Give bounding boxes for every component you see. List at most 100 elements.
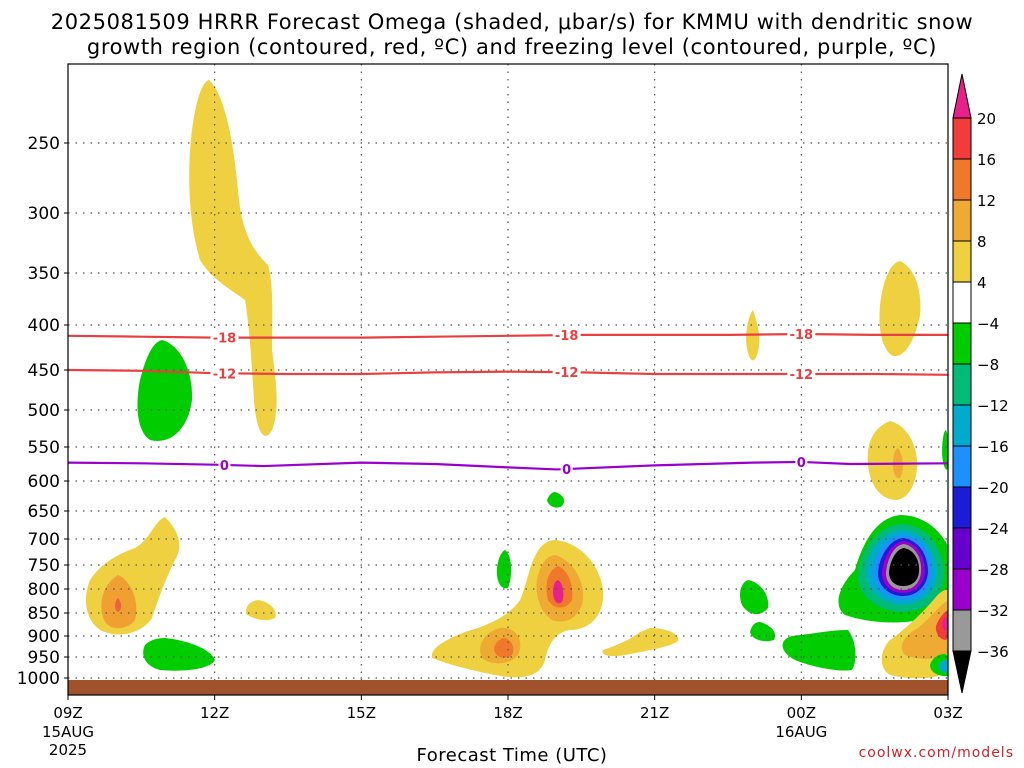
omega-cell-green-low-left bbox=[143, 638, 215, 671]
y-tick-label: 750 bbox=[28, 556, 60, 576]
y-tick-label: 900 bbox=[28, 627, 60, 647]
colorbar-label: −8 bbox=[977, 356, 999, 374]
omega-cell-green-23z-a bbox=[740, 580, 769, 615]
contour-line-0 bbox=[68, 460, 948, 471]
omega-shading-layer bbox=[85, 80, 948, 679]
y-tick-label: 500 bbox=[28, 401, 60, 421]
contour-label: -12 bbox=[213, 367, 237, 382]
contour-label-bg bbox=[795, 453, 808, 469]
contour-label: 0 bbox=[797, 456, 806, 471]
omega-cell-teal-03z-low bbox=[938, 660, 948, 673]
contour-label: 0 bbox=[220, 459, 229, 474]
x-tick-label: 21Z bbox=[640, 704, 669, 722]
contour-label-bg bbox=[218, 456, 231, 472]
contour-label: -18 bbox=[555, 329, 579, 344]
colorbar-label: 16 bbox=[977, 151, 996, 169]
colorbar-label: 4 bbox=[977, 274, 987, 292]
colorbar-band bbox=[952, 240, 972, 283]
y-tick-label: 300 bbox=[28, 204, 60, 224]
omega-cell-green-23z-b bbox=[750, 622, 776, 642]
y-tick-label: 650 bbox=[28, 502, 60, 522]
contour-label-bg bbox=[787, 326, 816, 341]
omega-cell-green-00z bbox=[782, 630, 856, 671]
y-tick-label: 800 bbox=[28, 580, 60, 600]
y-tick-label: 850 bbox=[28, 604, 60, 624]
y-tick-label: 400 bbox=[28, 316, 60, 336]
colorbar-band bbox=[952, 568, 972, 611]
x-tick-label: 15Z bbox=[347, 704, 376, 722]
colorbar: 20 16 12 8 4 −4 −8 −12 −16 −20 −24 −28 −32 −36 bbox=[952, 73, 1009, 694]
omega-blob-03z-orange bbox=[901, 600, 948, 659]
colorbar-label: −36 bbox=[977, 643, 1009, 661]
colorbar-label: −16 bbox=[977, 438, 1009, 456]
colorbar-band bbox=[952, 158, 972, 201]
colorbar-label: 8 bbox=[977, 233, 987, 251]
colorbar-label: 12 bbox=[977, 192, 996, 210]
colorbar-band bbox=[952, 322, 972, 365]
omega-cell-green-03z-mid bbox=[942, 430, 948, 470]
colorbar-band bbox=[952, 363, 972, 406]
x-tick-year: 2025 bbox=[49, 741, 87, 759]
contour-label-bg bbox=[560, 461, 573, 477]
contour-label: -12 bbox=[790, 368, 814, 383]
omega-blob-02z-upper bbox=[879, 261, 921, 357]
y-tick-label: 700 bbox=[28, 530, 60, 550]
chart-title-line1: 2025081509 HRRR Forecast Omega (shaded, … bbox=[50, 10, 974, 34]
omega-cell-green-18z-b bbox=[547, 492, 565, 508]
contour-layer: -18 -18 -18 -12 -12 -12 0 0 0 bbox=[68, 326, 948, 478]
x-tick-date: 16AUG bbox=[775, 723, 827, 741]
y-tick-label: 950 bbox=[28, 648, 60, 668]
x-tick-label: 18Z bbox=[493, 704, 522, 722]
contour-label-bg bbox=[787, 366, 816, 381]
contour-label-bg bbox=[552, 327, 581, 343]
x-tick-label: 00Z bbox=[787, 704, 816, 722]
colorbar-band bbox=[952, 281, 972, 324]
colorbar-label: 20 bbox=[977, 110, 996, 128]
omega-plume-upper bbox=[189, 80, 277, 436]
omega-blob-small-13z bbox=[245, 600, 276, 621]
colorbar-label: −32 bbox=[977, 602, 1009, 620]
omega-blob-02z-mid bbox=[867, 421, 918, 500]
x-tick-label: 12Z bbox=[200, 704, 229, 722]
x-tick-date: 15AUG bbox=[42, 723, 94, 741]
terrain-surface bbox=[68, 680, 948, 695]
contour-label-bg bbox=[210, 365, 239, 381]
colorbar-band bbox=[952, 609, 972, 652]
y-axis: 250 300 350 400 450 500 550 600 650 700 750 800 850 9… bbox=[17, 134, 68, 689]
omega-smear-21z bbox=[602, 628, 679, 657]
contour-label: 0 bbox=[562, 463, 571, 478]
contour-label-bg bbox=[210, 329, 239, 345]
colorbar-label: −4 bbox=[977, 315, 999, 333]
colorbar-bottom-triangle bbox=[952, 650, 972, 694]
colorbar-label: −20 bbox=[977, 479, 1009, 497]
colorbar-band bbox=[952, 527, 972, 570]
contour-line--12 bbox=[68, 368, 948, 376]
x-tick-label: 03Z bbox=[933, 704, 962, 722]
y-tick-label: 250 bbox=[28, 134, 60, 154]
colorbar-band bbox=[952, 117, 972, 160]
omega-cell-big-black bbox=[889, 548, 920, 586]
y-tick-label: 1000 bbox=[17, 669, 60, 689]
y-tick-label: 350 bbox=[28, 264, 60, 284]
omega-core-low-left bbox=[115, 598, 121, 612]
x-tick-label: 09Z bbox=[53, 704, 82, 722]
x-axis-title: Forecast Time (UTC) bbox=[416, 745, 608, 766]
colorbar-band bbox=[952, 445, 972, 488]
colorbar-label: −24 bbox=[977, 520, 1009, 538]
omega-cell-green-left bbox=[137, 340, 193, 441]
contour-label: -12 bbox=[555, 366, 579, 381]
colorbar-label: −12 bbox=[977, 397, 1009, 415]
colorbar-band bbox=[952, 199, 972, 242]
chart-title-line2: growth region (contoured, red, ºC) and f… bbox=[86, 35, 938, 59]
contour-label-bg bbox=[552, 364, 581, 380]
contour-label: -18 bbox=[213, 332, 237, 347]
omega-system-18z-magenta bbox=[553, 580, 564, 604]
omega-cell-green-18z-a bbox=[496, 550, 512, 589]
contour-label: -18 bbox=[790, 328, 814, 343]
colorbar-band bbox=[952, 404, 972, 447]
colorbar-label: −28 bbox=[977, 561, 1009, 579]
credit-link[interactable]: coolwx.com/models bbox=[858, 745, 1014, 761]
y-tick-label: 600 bbox=[28, 472, 60, 492]
